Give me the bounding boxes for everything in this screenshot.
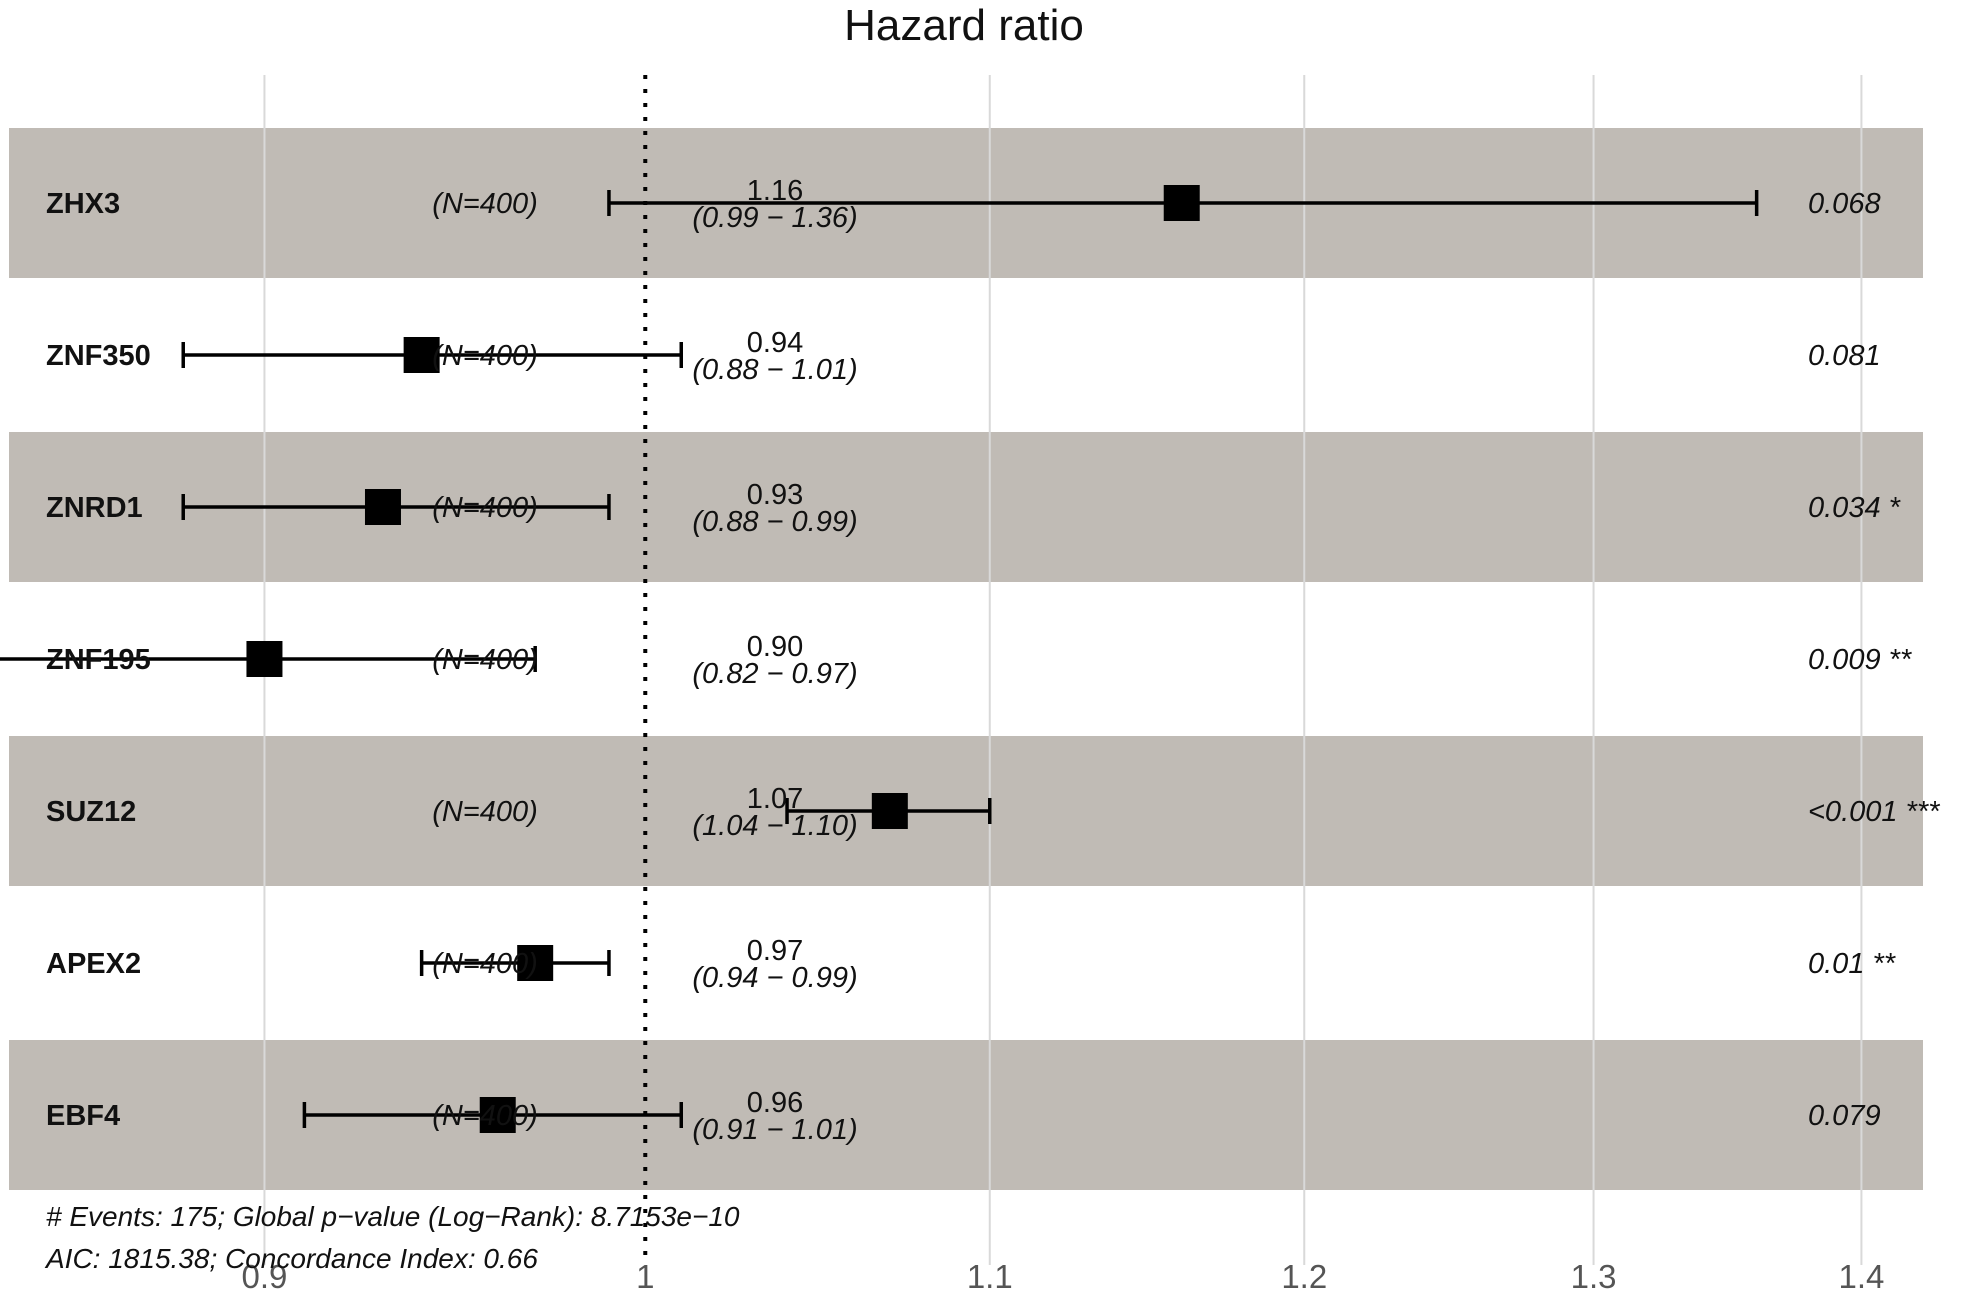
x-tick-label: 1.1 [967, 1258, 1013, 1295]
p-value: 0.009 ** [1808, 644, 1913, 676]
n-label: (N=400) [432, 796, 538, 828]
ci-value: (0.94 − 0.99) [692, 962, 857, 994]
p-value: 0.068 [1808, 188, 1881, 220]
p-value: 0.034 * [1808, 492, 1902, 524]
hr-point [1164, 185, 1200, 221]
n-label: (N=400) [432, 1100, 538, 1132]
gene-label: APEX2 [46, 948, 141, 980]
ci-value: (0.99 − 1.36) [692, 202, 857, 234]
n-label: (N=400) [432, 492, 538, 524]
gene-label: ZNF350 [46, 340, 151, 372]
hr-point [365, 489, 401, 525]
n-label: (N=400) [432, 644, 538, 676]
p-value: <0.001 *** [1808, 796, 1941, 828]
gene-label: ZHX3 [46, 188, 120, 220]
p-value: 0.079 [1808, 1100, 1881, 1132]
ci-value: (1.04 − 1.10) [692, 810, 857, 842]
x-tick-label: 1.4 [1838, 1258, 1884, 1295]
gene-label: EBF4 [46, 1100, 120, 1132]
n-label: (N=400) [432, 188, 538, 220]
p-value: 0.01 ** [1808, 948, 1897, 980]
footnote-events: # Events: 175; Global p−value (Log−Rank)… [46, 1201, 740, 1232]
gene-label: ZNF195 [46, 644, 151, 676]
row-band [9, 1040, 1923, 1190]
x-tick-label: 1 [636, 1258, 654, 1295]
ci-value: (0.88 − 0.99) [692, 506, 857, 538]
n-label: (N=400) [432, 948, 538, 980]
x-tick-label: 1.3 [1571, 1258, 1617, 1295]
gene-label: SUZ12 [46, 796, 136, 828]
hr-point [872, 793, 908, 829]
x-tick-label: 1.2 [1281, 1258, 1327, 1295]
chart-title: Hazard ratio [844, 1, 1084, 50]
n-label: (N=400) [432, 340, 538, 372]
p-value: 0.081 [1808, 340, 1881, 372]
footnote-aic: AIC: 1815.38; Concordance Index: 0.66 [44, 1243, 538, 1274]
ci-value: (0.82 − 0.97) [692, 658, 857, 690]
ci-value: (0.91 − 1.01) [692, 1114, 857, 1146]
hr-point [246, 641, 282, 677]
gene-label: ZNRD1 [46, 492, 143, 524]
ci-value: (0.88 − 1.01) [692, 354, 857, 386]
